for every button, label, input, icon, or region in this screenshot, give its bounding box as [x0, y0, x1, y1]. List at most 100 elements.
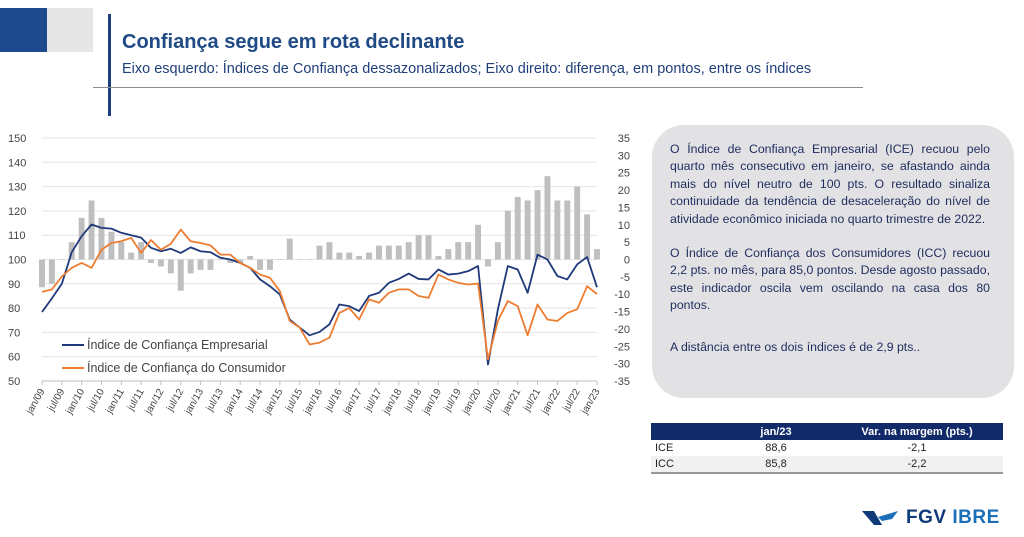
difference-bar: [574, 186, 581, 260]
header-var: Var. na margem (pts.): [831, 423, 1003, 440]
difference-bar: [157, 259, 164, 267]
difference-bar: [217, 259, 224, 260]
left-tick-label: 140: [8, 157, 26, 169]
left-tick-label: 130: [8, 182, 26, 194]
row-value: 88,6: [765, 442, 787, 454]
difference-bar: [296, 259, 303, 260]
difference-bar: [465, 242, 472, 260]
header-gray-block: [47, 8, 93, 52]
logo-mark-icon: [862, 511, 898, 525]
difference-bar: [455, 242, 462, 260]
right-tick-label: -20: [614, 324, 630, 336]
x-tick-label: jan/12: [143, 387, 167, 417]
difference-bar: [554, 200, 561, 260]
header-month: jan/23: [721, 423, 831, 440]
x-tick-label: jan/11: [104, 387, 127, 417]
difference-bar: [138, 242, 145, 260]
difference-bar: [48, 259, 55, 284]
right-tick-label: -15: [614, 307, 630, 319]
difference-bar: [485, 259, 491, 267]
difference-bar: [39, 259, 45, 288]
difference-bar: [534, 190, 541, 260]
difference-bar: [197, 259, 204, 270]
difference-bar: [564, 200, 571, 260]
difference-bar: [405, 242, 412, 260]
legend-label: Índice de Confiança do Consumidor: [87, 360, 286, 375]
header-rule: [93, 87, 863, 88]
difference-bar: [247, 256, 254, 260]
difference-bar: [544, 176, 551, 260]
left-tick-label: 110: [8, 230, 26, 242]
commentary-gap: A distância entre os dois índices é de 2…: [670, 339, 921, 354]
right-tick-label: 20: [618, 185, 630, 197]
difference-bar: [128, 252, 135, 260]
x-tick-label: jan/23: [579, 387, 603, 417]
difference-bar: [514, 197, 521, 260]
commentary-icc: O Índice de Confiança dos Consumidores (…: [670, 246, 990, 313]
x-tick-label: jan/14: [222, 387, 246, 417]
x-tick-label: jan/21: [500, 387, 524, 417]
right-tick-label: 10: [618, 220, 630, 232]
difference-bar: [385, 245, 392, 260]
x-tick-label: jan/10: [64, 387, 88, 417]
left-tick-label: 120: [8, 206, 26, 218]
difference-bar: [237, 259, 244, 263]
commentary-box: O Índice de Confiança Empresarial (ICE) …: [652, 125, 1014, 398]
right-tick-label: -10: [614, 289, 630, 301]
difference-bar: [167, 259, 174, 274]
x-tick-label: jan/17: [341, 387, 365, 417]
table-header: jan/23 Var. na margem (pts.): [651, 423, 1003, 440]
right-tick-label: 35: [618, 133, 630, 145]
confidence-chart: 1501401301201101009080706050353025201510…: [8, 133, 630, 417]
header-accent-block: [0, 8, 47, 52]
ice-line: [41, 223, 598, 366]
right-tick-label: 5: [624, 237, 630, 249]
x-tick-label: jan/22: [539, 387, 563, 417]
legend-label: Índice de Confiança Empresarial: [87, 337, 268, 352]
left-tick-label: 50: [8, 376, 20, 388]
difference-bar: [58, 259, 65, 260]
x-tick-label: jan/16: [301, 387, 325, 417]
difference-bar: [415, 235, 422, 260]
left-tick-label: 150: [8, 133, 26, 145]
difference-bar: [524, 200, 531, 260]
left-tick-label: 90: [8, 279, 20, 291]
difference-bar: [88, 200, 95, 260]
fgv-ibre-logo: FGV IBRE: [862, 507, 1000, 529]
difference-bar: [366, 252, 373, 260]
difference-bar: [78, 217, 85, 260]
difference-bar: [148, 259, 154, 263]
page-subtitle: Eixo esquerdo: Índices de Confiança dess…: [122, 61, 812, 77]
difference-bar: [316, 245, 323, 260]
left-tick-label: 70: [8, 327, 20, 339]
x-tick-label: jan/13: [183, 387, 207, 417]
summary-table: jan/23 Var. na margem (pts.) ICE 88,6 -2…: [651, 423, 1003, 474]
difference-bar: [98, 217, 105, 260]
title-divider: [108, 14, 111, 116]
difference-bar: [594, 249, 600, 260]
left-tick-label: 100: [8, 255, 26, 267]
difference-bar: [187, 259, 194, 274]
logo-ibre: IBRE: [952, 507, 1000, 528]
page-title: Confiança segue em rota declinante: [122, 31, 465, 53]
difference-bar: [118, 242, 125, 260]
row-var: -2,2: [831, 456, 1003, 474]
difference-bar: [425, 235, 432, 260]
difference-bar: [227, 259, 234, 263]
x-tick-label: jan/09: [24, 387, 48, 417]
logo-fgv: FGV: [906, 507, 947, 528]
difference-bar: [584, 214, 591, 260]
difference-bar: [435, 256, 442, 260]
icc-line: [41, 228, 598, 361]
right-tick-label: -30: [614, 359, 630, 371]
table-row: ICE 88,6 -2,1: [651, 440, 1003, 456]
difference-bar: [494, 242, 501, 260]
difference-bar: [445, 249, 452, 260]
difference-bar: [475, 224, 482, 260]
row-label: ICC: [651, 456, 721, 474]
right-tick-label: -5: [620, 272, 630, 284]
right-tick-label: 0: [624, 255, 630, 267]
difference-bar: [306, 259, 313, 260]
header-empty: [651, 423, 721, 440]
